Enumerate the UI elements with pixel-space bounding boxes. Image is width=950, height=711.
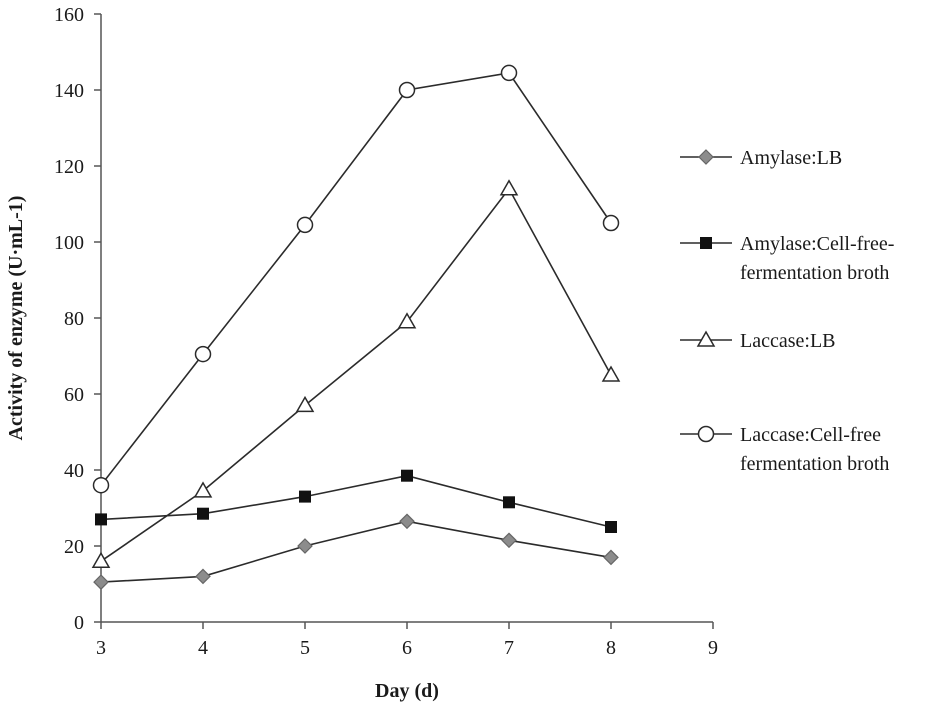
series-1-point bbox=[195, 568, 211, 585]
series-4-point bbox=[194, 345, 212, 363]
series-line-1 bbox=[100, 520, 612, 583]
x-tick-label: 3 bbox=[96, 637, 106, 659]
y-tick-label: 100 bbox=[54, 232, 84, 254]
series-1-point bbox=[297, 538, 313, 554]
y-tick-label: 80 bbox=[64, 308, 84, 330]
series-3-point bbox=[91, 551, 111, 568]
series-line-2 bbox=[100, 474, 612, 528]
legend-label: Amylase:LB bbox=[740, 147, 842, 169]
series-2-point bbox=[401, 469, 413, 482]
legend-label: Laccase:LB bbox=[740, 330, 836, 352]
series-3-point bbox=[193, 481, 213, 498]
series-4-point bbox=[92, 476, 110, 494]
plot-area bbox=[100, 72, 612, 583]
series-4-point bbox=[296, 216, 314, 234]
legend-label: fermentation broth bbox=[740, 453, 889, 475]
legend-label: Amylase:Cell-free- bbox=[740, 233, 894, 255]
series-2-point bbox=[299, 490, 311, 503]
x-tick-label: 6 bbox=[402, 637, 412, 659]
markers-layer bbox=[91, 64, 621, 590]
legend-label: fermentation broth bbox=[740, 262, 889, 284]
y-tick-label: 60 bbox=[64, 384, 84, 406]
series-1-point bbox=[603, 549, 619, 566]
legend-marker-4 bbox=[697, 425, 715, 443]
series-2-point bbox=[605, 521, 617, 533]
y-axis-title: Activity of enzyme (U·mL-1) bbox=[5, 196, 27, 441]
legend-label: Laccase:Cell-free bbox=[740, 424, 881, 446]
series-4-point bbox=[398, 81, 416, 99]
series-1-point bbox=[93, 574, 109, 590]
series-line-3 bbox=[100, 187, 612, 562]
series-1-point bbox=[501, 532, 517, 549]
series-3-point bbox=[397, 312, 417, 329]
y-tick-label: 0 bbox=[74, 612, 84, 634]
y-tick-label: 120 bbox=[54, 156, 84, 178]
x-axis-title: Day (d) bbox=[375, 680, 439, 702]
series-3-point bbox=[295, 395, 315, 413]
series-2-point bbox=[197, 507, 209, 520]
y-tick-label: 20 bbox=[64, 536, 84, 558]
legend-marker-3 bbox=[696, 330, 716, 347]
series-3-point bbox=[601, 365, 621, 382]
axes: 0 20 40 60 80 100 120 140 160 3 4 5 6 7 8 9 bbox=[54, 4, 718, 659]
series-2-point bbox=[503, 496, 515, 509]
x-tick-label: 8 bbox=[606, 637, 616, 659]
y-tick-label: 160 bbox=[54, 4, 84, 26]
x-tick-label: 9 bbox=[708, 637, 718, 659]
y-tick-label: 140 bbox=[54, 80, 84, 102]
legend-marker-2 bbox=[700, 237, 712, 249]
series-1-point bbox=[399, 513, 415, 530]
series-4-point bbox=[500, 64, 518, 82]
x-tick-label: 4 bbox=[198, 637, 208, 659]
legend: Amylase:LB Amylase:Cell-free-fermentation… bbox=[680, 147, 894, 475]
series-3-point bbox=[499, 179, 519, 196]
y-tick-label: 40 bbox=[64, 460, 84, 482]
x-tick-label: 7 bbox=[504, 637, 514, 659]
legend-marker-1 bbox=[698, 149, 714, 165]
x-tick-label: 5 bbox=[300, 637, 310, 659]
series-4-point bbox=[602, 214, 620, 232]
series-line-4 bbox=[100, 72, 612, 486]
series-2-point bbox=[95, 513, 107, 526]
